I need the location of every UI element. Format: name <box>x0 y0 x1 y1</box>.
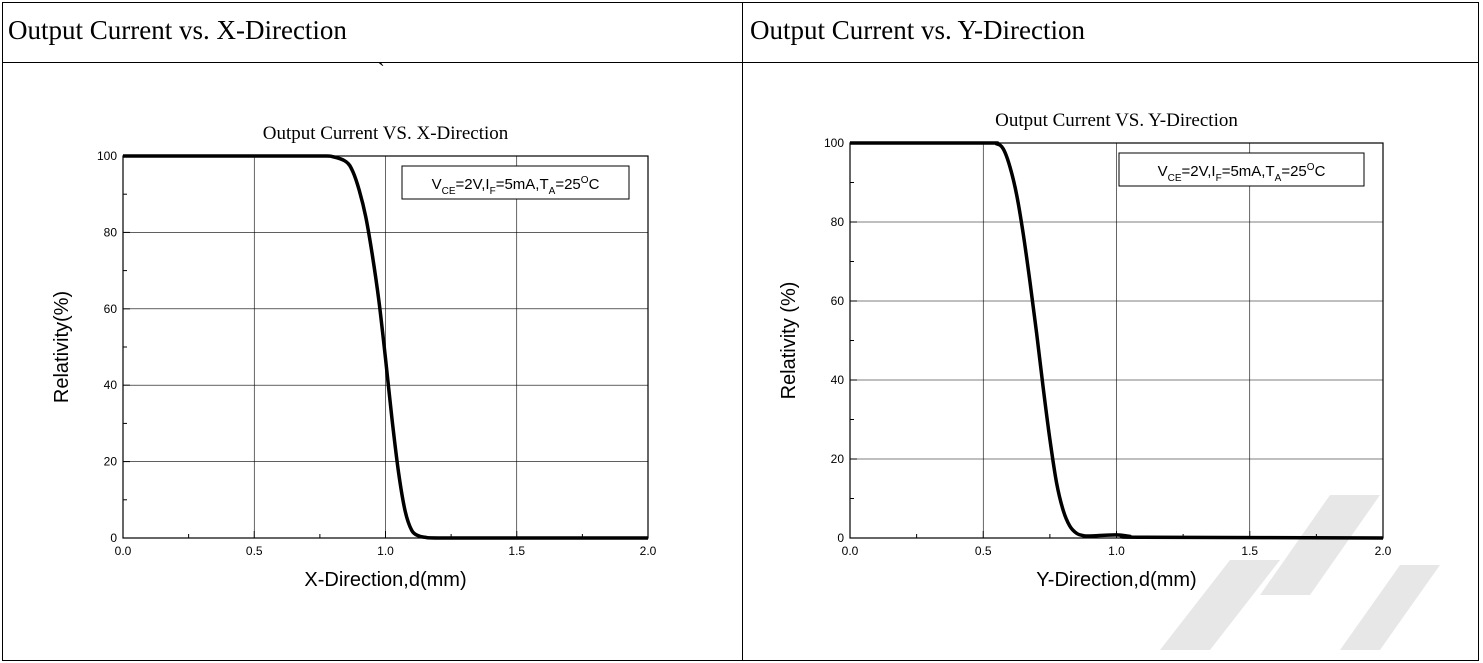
y-tick-label: 60 <box>104 302 118 316</box>
column-divider <box>742 2 743 661</box>
x-tick-label: 1.0 <box>377 544 394 558</box>
x-tick-label: 1.0 <box>1108 544 1125 558</box>
y-tick-label: 20 <box>831 452 845 466</box>
x-tick-label: 1.5 <box>508 544 525 558</box>
series-line <box>123 154 648 540</box>
condition-text: VCE=2V,IF=5mA,TA=25OC <box>1158 162 1326 184</box>
y-direction-chart: Output Current VS. Y-Direction 0.0 0.5 1.0 1… <box>778 110 1392 591</box>
x-tick-label: 0.5 <box>975 544 992 558</box>
x-tick-label: 1.5 <box>1241 544 1258 558</box>
header-divider <box>2 62 1479 63</box>
condition-box <box>401 165 630 200</box>
x-axis-label: X-Direction,d(mm) <box>304 569 466 591</box>
y-tick-label: 80 <box>831 215 845 229</box>
y-tick-label: 100 <box>824 136 844 150</box>
chart-title: Output Current VS. Y-Direction <box>995 110 1238 131</box>
y-tick-label: 0 <box>110 531 117 545</box>
y-axis-label: Relativity (%) <box>778 282 800 400</box>
y-tick-label: 100 <box>97 149 117 163</box>
y-tick-label: 40 <box>831 373 845 387</box>
x-tick-label: 0.0 <box>842 544 859 558</box>
y-tick-label: 80 <box>104 225 118 239</box>
y-axis-label: Relativity(%) <box>51 291 73 403</box>
x-tick-label: 0.5 <box>246 544 263 558</box>
series-line <box>849 141 1384 540</box>
x-direction-chart: Output Current VS. X-Direction 0.0 0.5 1.0 1… <box>51 123 657 591</box>
y-tick-label: 0 <box>837 531 844 545</box>
y-tick-label: 40 <box>104 378 118 392</box>
condition-text: VCE=2V,IF=5mA,TA=25OC <box>432 175 600 197</box>
chart-title: Output Current VS. X-Direction <box>263 123 509 144</box>
condition-box <box>1118 152 1365 187</box>
stray-mark: ` <box>378 60 385 82</box>
y-tick-label: 20 <box>104 455 118 469</box>
x-tick-label: 2.0 <box>640 544 657 558</box>
right-cell-title: Output Current vs. Y-Direction <box>750 15 1085 45</box>
left-cell-title: Output Current vs. X-Direction <box>8 15 347 45</box>
x-tick-label: 2.0 <box>1375 544 1392 558</box>
x-axis-label: Y-Direction,d(mm) <box>1036 569 1196 591</box>
y-tick-label: 60 <box>831 294 845 308</box>
x-tick-label: 0.0 <box>115 544 132 558</box>
